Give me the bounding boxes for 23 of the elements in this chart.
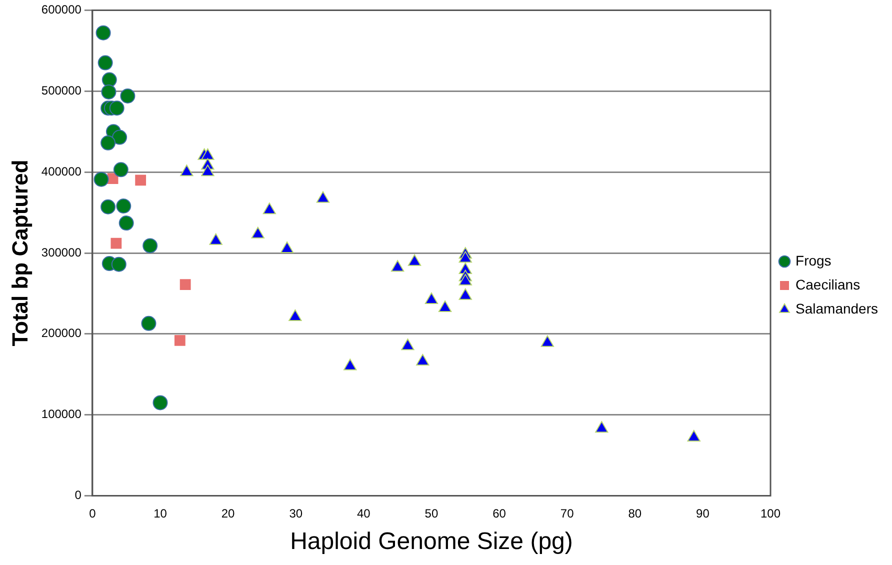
x-tick-label: 70 (560, 506, 574, 520)
x-tick-label: 30 (289, 506, 303, 520)
x-tick-label: 50 (424, 506, 438, 520)
x-tick-label: 40 (356, 506, 371, 520)
y-tick-label: 600000 (41, 2, 82, 17)
y-tick-label: 200000 (41, 326, 82, 340)
legend-label: Salamanders (796, 300, 878, 316)
y-tick-label: 400000 (41, 164, 82, 178)
y-tick-label: 300000 (41, 245, 82, 260)
x-tick-label: 20 (221, 506, 236, 520)
legend-label: Caecilians (796, 276, 860, 292)
y-tick-label: 0 (74, 488, 82, 502)
x-tick-label: 10 (154, 506, 168, 520)
x-tick-label: 100 (760, 506, 781, 520)
x-tick-label: 90 (696, 506, 710, 520)
y-tick-label: 500000 (41, 83, 82, 98)
x-axis-title: Haploid Genome Size (pg) (290, 528, 573, 556)
y-tick-label: 100000 (41, 407, 82, 422)
y-axis-title: Total bp Captured (7, 160, 32, 346)
x-tick-label: 80 (628, 506, 642, 520)
x-tick-label: 0 (89, 506, 96, 520)
x-tick-label: 60 (492, 506, 506, 520)
legend-label: Frogs (796, 252, 832, 268)
